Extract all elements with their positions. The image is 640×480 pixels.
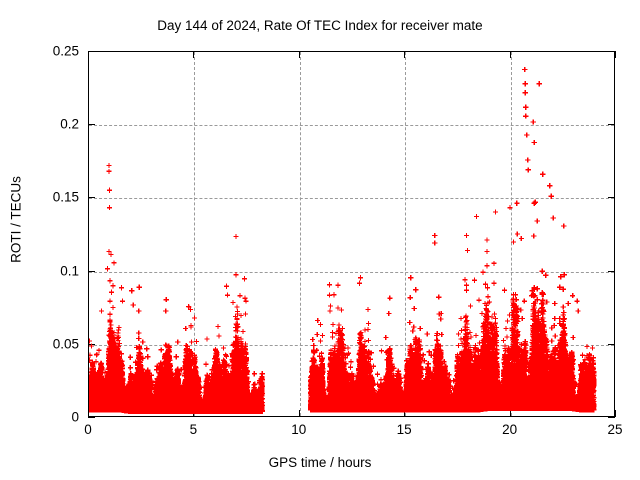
y-tick-mark-right (608, 124, 615, 126)
gridline-horizontal (89, 125, 614, 127)
y-tick-mark-right (608, 343, 615, 345)
gridline-vertical (405, 52, 407, 416)
x-tick-mark (404, 410, 406, 417)
y-tick-mark-right (608, 270, 615, 272)
y-tick-label: 0.05 (52, 336, 79, 352)
x-tick-mark-top (193, 51, 195, 58)
y-tick-mark (88, 124, 95, 126)
y-tick-label: 0.1 (60, 263, 79, 279)
data-points-layer (89, 66, 597, 415)
x-axis-label: GPS time / hours (268, 455, 372, 470)
x-tick-mark-top (404, 51, 406, 58)
y-tick-label: 0.25 (52, 43, 79, 59)
x-tick-mark-top (509, 51, 511, 58)
x-tick-label: 10 (291, 422, 307, 437)
scatter-markers (89, 66, 597, 415)
y-tick-mark (88, 270, 95, 272)
gridline-vertical (299, 52, 301, 416)
y-tick-label: 0.2 (60, 116, 79, 132)
gridline-horizontal (89, 198, 614, 200)
x-tick-label: 15 (396, 422, 412, 437)
gridline-vertical (194, 52, 196, 416)
x-tick-mark-top (298, 51, 300, 58)
x-tick-label: 25 (607, 422, 623, 437)
y-tick-label: 0.15 (52, 189, 79, 205)
x-tick-mark-top (615, 51, 616, 58)
x-tick-mark (298, 410, 300, 417)
y-tick-mark-right (608, 417, 615, 418)
x-tick-label: 20 (502, 422, 518, 437)
y-tick-mark (88, 417, 95, 418)
x-tick-label: 0 (84, 422, 92, 437)
page-title: Day 144 of 2024, Rate Of TEC Index for r… (157, 18, 483, 33)
gridline-horizontal (89, 344, 614, 346)
y-tick-mark (88, 197, 95, 199)
y-axis-label: ROTI / TECUs (8, 176, 24, 263)
plot-area (88, 51, 615, 417)
gridline-vertical (510, 52, 512, 416)
gridline-horizontal (89, 271, 614, 273)
y-tick-label: 0 (71, 409, 79, 425)
x-tick-label: 5 (189, 422, 198, 437)
x-tick-mark (509, 410, 511, 417)
x-tick-mark (615, 410, 616, 417)
y-axis-tick-labels: 0 0.05 0.1 0.15 0.2 0.25 (0, 0, 79, 480)
y-tick-mark-right (608, 197, 615, 199)
